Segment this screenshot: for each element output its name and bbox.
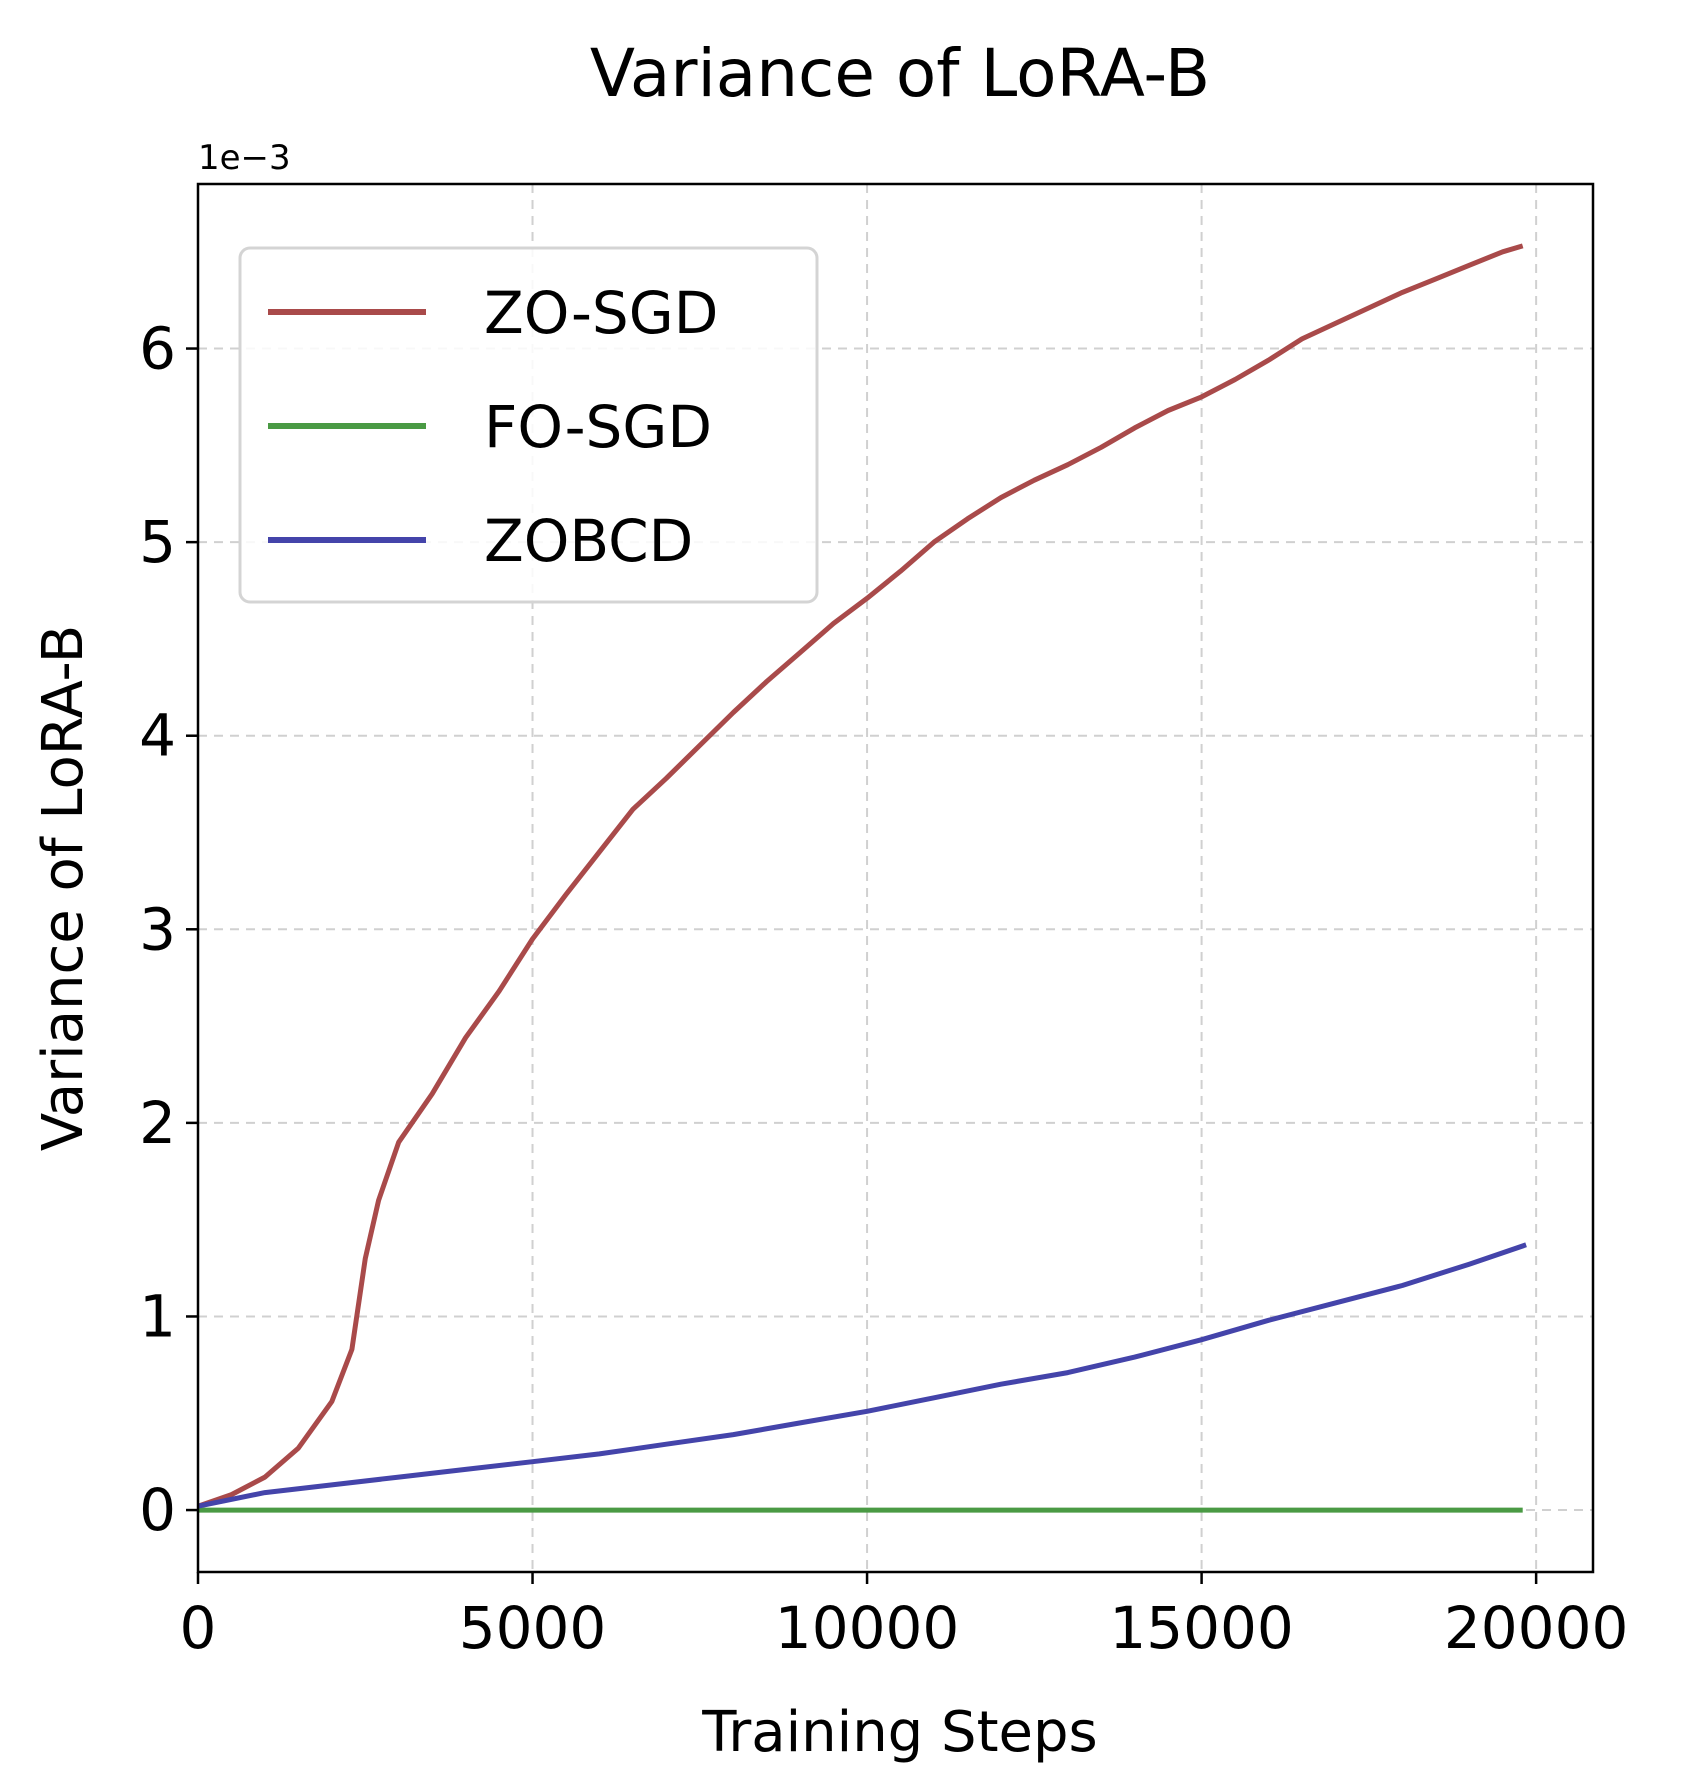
legend-label-zobcd: ZOBCD <box>484 507 693 575</box>
series-lines <box>197 243 1527 1513</box>
y-tick-label-2: 2 <box>139 1089 176 1157</box>
y-tick-label-0: 0 <box>139 1476 176 1544</box>
y-tick-label-3: 3 <box>139 895 176 963</box>
y-tick-label-6: 6 <box>139 315 176 383</box>
x-tick-label-4: 20000 <box>1444 1594 1629 1662</box>
chart-title: Variance of LoRA-B <box>590 35 1210 112</box>
axis-ticks: 0 5000 10000 15000 20000 0 1 2 3 4 5 6 <box>139 315 1628 1662</box>
legend-label-fo-sgd: FO-SGD <box>484 393 712 461</box>
legend: ZO-SGD FO-SGD ZOBCD <box>238 246 819 604</box>
x-tick-label-1: 5000 <box>459 1594 607 1662</box>
plot-area-frame <box>196 182 1595 1574</box>
y-axis-label: Variance of LoRA-B <box>31 625 96 1151</box>
x-axis-label: Training Steps <box>701 1700 1097 1765</box>
legend-box <box>238 246 819 604</box>
y-tick-label-5: 5 <box>139 508 176 576</box>
legend-label-zo-sgd: ZO-SGD <box>484 279 718 347</box>
x-tick-label-3: 15000 <box>1109 1594 1294 1662</box>
y-axis-offset-label: 1e−3 <box>198 138 291 178</box>
x-tick-label-2: 10000 <box>775 1594 960 1662</box>
y-tick-label-4: 4 <box>139 702 176 770</box>
series-line-zo-sgd <box>197 243 1524 1509</box>
y-tick-label-1: 1 <box>139 1282 176 1350</box>
series-line-zobcd <box>197 1242 1527 1509</box>
x-tick-label-0: 0 <box>180 1594 217 1662</box>
